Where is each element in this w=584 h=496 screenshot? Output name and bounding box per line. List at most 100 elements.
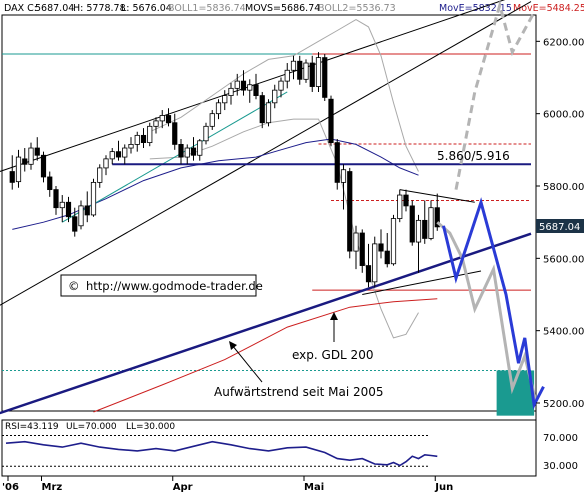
candle-body-69 bbox=[434, 207, 440, 228]
y-axis-ticks: 5200.00 5400.00 5600.00 5800.00 6000.00 6200.… bbox=[536, 37, 584, 410]
candle-body-23 bbox=[147, 125, 153, 143]
candles bbox=[9, 52, 440, 288]
x-axis-labels: '06 Mrz Apr Mai Jun bbox=[2, 476, 453, 493]
rsi-label: RSI=43.119 bbox=[5, 422, 59, 432]
candle-body-53 bbox=[334, 142, 340, 183]
candle-body-32 bbox=[203, 125, 209, 142]
candle-body-46 bbox=[290, 60, 297, 71]
candle-body-20 bbox=[128, 144, 134, 149]
candle-body-18 bbox=[115, 151, 122, 158]
channel-lower-line bbox=[0, 1, 532, 306]
ma200-arrow bbox=[330, 312, 338, 342]
candle-body-29 bbox=[184, 147, 190, 158]
candle-body-61 bbox=[384, 250, 390, 265]
candle-body-9 bbox=[59, 201, 65, 209]
trend-arrow bbox=[229, 341, 263, 383]
candle-body-31 bbox=[197, 140, 203, 156]
header-move-a: MovE=5832.15 bbox=[439, 3, 512, 14]
header-movs: MOVS=5686.74 bbox=[245, 3, 320, 14]
header-background bbox=[0, 0, 584, 14]
candle-body-33 bbox=[209, 113, 215, 127]
candle-body-65 bbox=[409, 205, 415, 243]
last-price-marker: 5687.04 bbox=[536, 219, 584, 233]
candle-body-59 bbox=[372, 243, 378, 283]
y-tick-label-5600: 5600.00 bbox=[543, 254, 584, 265]
candle-body-55 bbox=[347, 171, 353, 252]
rsi-ul-label: UL=70.000 bbox=[66, 422, 117, 432]
candle-body-64 bbox=[403, 194, 409, 207]
candle-body-22 bbox=[140, 134, 147, 144]
candle-body-16 bbox=[103, 158, 109, 169]
projection-grey-path bbox=[436, 221, 537, 400]
y-tick-label-6200: 6200.00 bbox=[543, 37, 584, 48]
candle-body-1 bbox=[9, 171, 15, 183]
copyright-text: http://www.godmode-trader.de bbox=[86, 279, 263, 293]
candle-body-63 bbox=[397, 194, 403, 219]
candle-body-27 bbox=[172, 122, 178, 145]
bollinger-lower-line bbox=[149, 118, 419, 339]
candle-body-40 bbox=[253, 84, 259, 96]
candle-body-19 bbox=[122, 147, 128, 158]
candle-body-24 bbox=[153, 120, 159, 127]
copyright-box: © http://www.godmode-trader.de bbox=[60, 274, 263, 297]
projection-blue-path bbox=[442, 197, 545, 410]
rsi-indicator bbox=[2, 435, 438, 467]
projection-paths bbox=[436, 0, 545, 410]
candle-body-14 bbox=[90, 181, 97, 216]
header-symbol: DAX C: bbox=[4, 3, 37, 14]
candle-body-41 bbox=[259, 95, 265, 124]
rsi-line bbox=[5, 440, 438, 467]
candle-body-67 bbox=[422, 219, 428, 239]
candle-body-5 bbox=[34, 147, 40, 156]
candle-body-51 bbox=[322, 57, 328, 98]
candle-body-30 bbox=[190, 147, 197, 156]
header-boll2: BOLL2=5536.73 bbox=[318, 3, 396, 14]
x-label-4: Jun bbox=[434, 482, 453, 493]
candle-body-15 bbox=[97, 167, 103, 183]
candle-body-62 bbox=[390, 218, 397, 265]
candle-body-42 bbox=[265, 102, 272, 124]
candle-body-44 bbox=[278, 80, 284, 91]
projection-grey-dashed-path bbox=[454, 0, 536, 190]
candle-body-8 bbox=[53, 189, 59, 209]
ma200-label: exp. GDL 200 bbox=[292, 348, 373, 362]
candle-body-66 bbox=[415, 219, 422, 243]
candle-body-25 bbox=[159, 115, 165, 122]
candle-body-58 bbox=[365, 265, 372, 283]
y-tick-label-6000: 6000.00 bbox=[543, 110, 584, 121]
bollinger-upper-line bbox=[149, 19, 419, 172]
resistance-label: 5.860/5.916 bbox=[437, 149, 510, 163]
candle-body-38 bbox=[240, 80, 247, 91]
x-label-3: Mai bbox=[304, 482, 324, 493]
candle-body-60 bbox=[378, 243, 384, 252]
copyright-symbol: © bbox=[68, 279, 80, 293]
candle-body-39 bbox=[247, 84, 253, 91]
candle-body-54 bbox=[340, 169, 347, 183]
header-high: H: 5778.78 bbox=[73, 3, 126, 14]
x-label-0: '06 bbox=[2, 482, 19, 493]
candle-body-45 bbox=[284, 69, 290, 82]
x-label-1: Mrz bbox=[42, 482, 63, 493]
candle-body-36 bbox=[228, 87, 234, 96]
candle-body-10 bbox=[65, 201, 72, 218]
header-close: 5687.04 bbox=[35, 3, 74, 14]
candle-body-28 bbox=[178, 144, 184, 158]
candle-body-17 bbox=[109, 151, 115, 160]
trend-label: Aufwärtstrend seit Mai 2005 bbox=[214, 385, 384, 399]
y-tick-label-5400: 5400.00 bbox=[543, 327, 584, 338]
channel-upper-line bbox=[0, 0, 506, 172]
triangle-line-1 bbox=[362, 270, 482, 295]
ma200-line bbox=[93, 298, 438, 413]
candle-body-6 bbox=[40, 154, 47, 178]
candle-body-13 bbox=[84, 205, 90, 216]
candle-body-7 bbox=[47, 176, 53, 191]
header-low: L: 5676.04 bbox=[121, 3, 172, 14]
trend-lines bbox=[0, 0, 532, 415]
candle-body-49 bbox=[309, 62, 315, 87]
candle-body-35 bbox=[222, 95, 228, 104]
y-tick-label-5200: 5200.00 bbox=[543, 399, 584, 410]
candle-body-26 bbox=[165, 115, 172, 124]
candle-body-47 bbox=[297, 60, 303, 80]
horizontal-levels bbox=[2, 53, 535, 416]
